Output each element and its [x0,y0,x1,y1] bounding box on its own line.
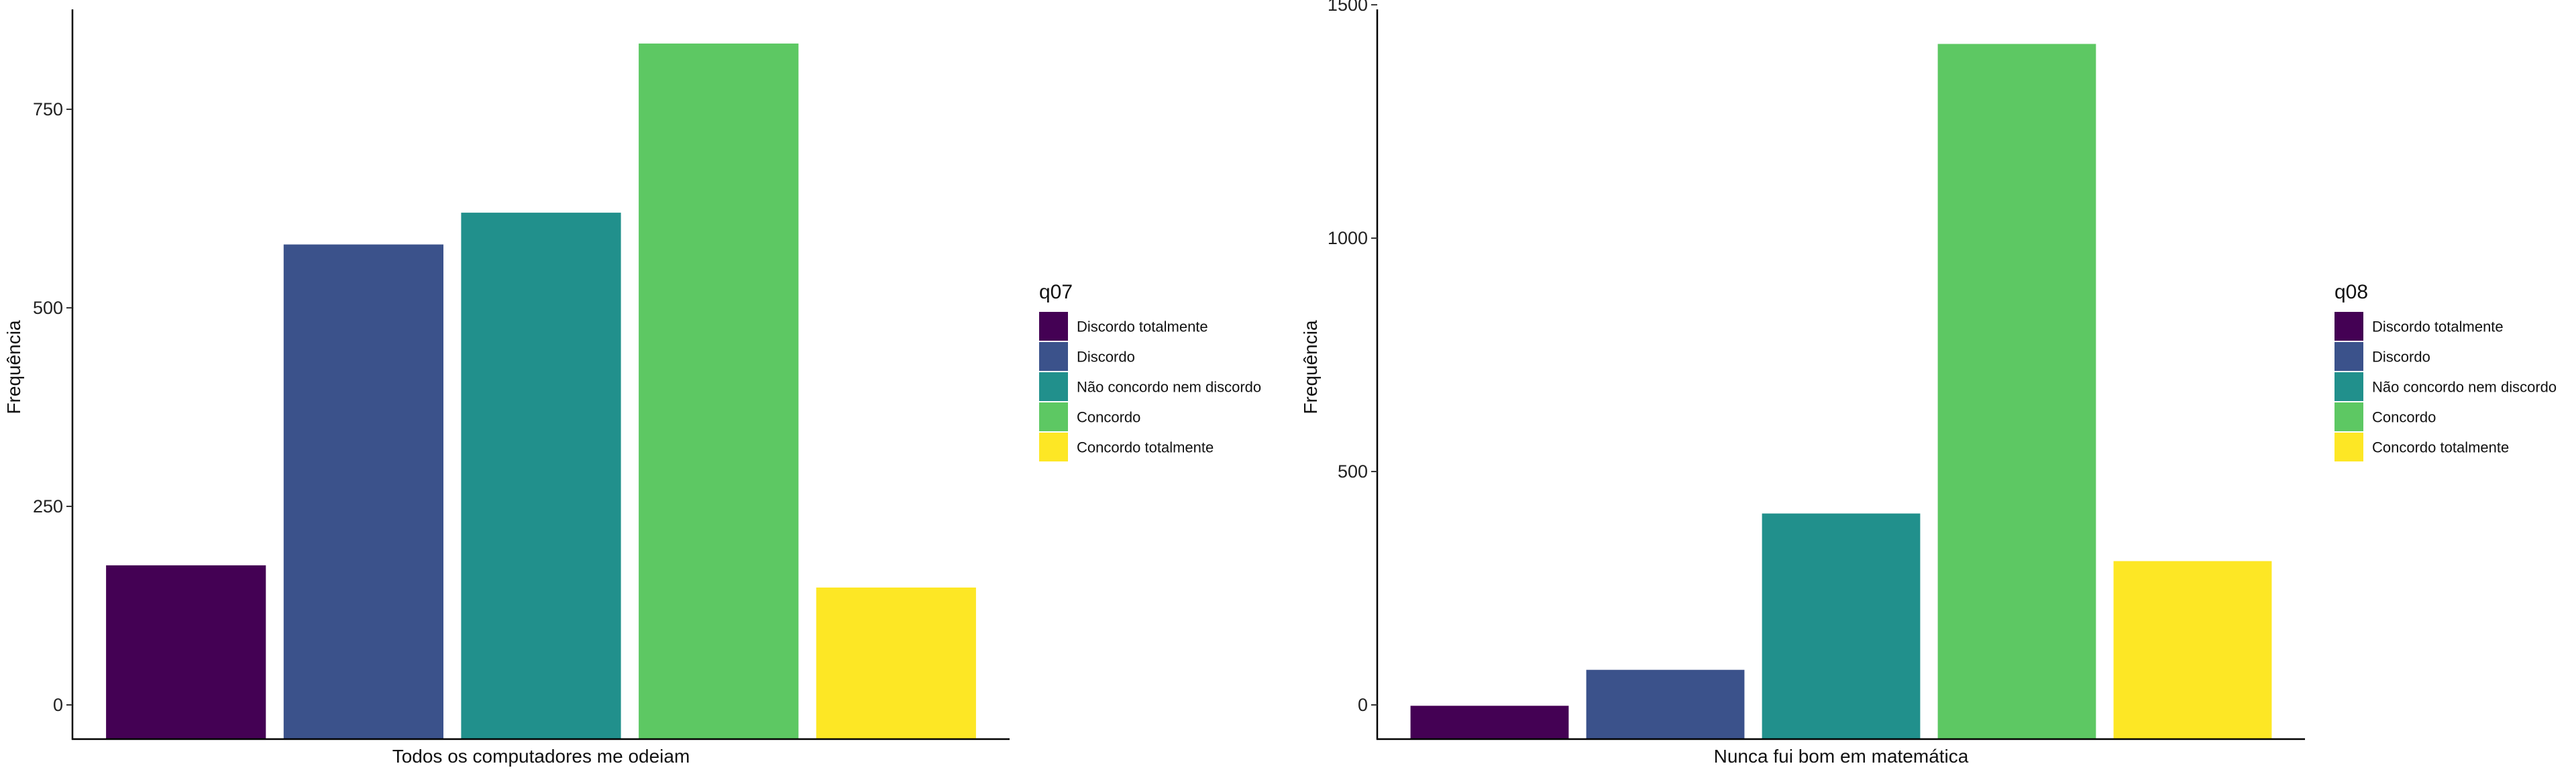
legend-swatch [2334,342,2363,371]
legend-label: Discordo totalmente [1077,319,1208,335]
legend-label: Concordo [1077,409,1140,426]
y-tick-label: 0 [53,695,63,715]
legend-swatch [2334,372,2363,401]
chart-panel-1: 0 250 500 750 Todos os computadores me odeia… [3,9,1261,767]
bar-4 [639,43,799,738]
legend-label: Discordo [1077,349,1135,366]
y-tick-label: 500 [33,298,63,318]
y-tick-label: 0 [1358,695,1368,715]
legend-label: Discordo [2372,349,2430,366]
y-tick-label: 250 [33,496,63,516]
legend-label: Concordo [2372,409,2436,426]
y-axis-title: Frequência [3,320,24,414]
bar-3 [461,213,621,739]
y-axis-title: Frequência [1300,320,1321,414]
chart-panel-2: 0 500 1000 1500 Nunca fui bom em matemática F… [1300,0,2557,767]
legend-label: Não concordo nem discordo [1077,379,1261,396]
y-tick-label: 1500 [1328,0,1368,15]
bar-5 [816,588,976,738]
legend-title: q08 [2334,281,2368,303]
bar-1 [106,565,266,738]
legend-swatch [1039,342,1068,371]
legend-swatch [1039,312,1068,341]
x-axis-title: Todos os computadores me odeiam [392,746,690,767]
bar-4 [1937,44,2096,738]
bar-2 [283,244,443,738]
bar-5 [2113,561,2272,738]
bar-1 [1410,706,1569,738]
legend-title: q07 [1039,281,1073,303]
legend-swatch [1039,402,1068,431]
legend-swatch [1039,372,1068,401]
legend-swatch [2334,402,2363,431]
legend-label: Concordo totalmente [2372,439,2509,456]
y-tick-label: 750 [33,99,63,119]
legend-swatch [2334,312,2363,341]
bar-2 [1586,669,1745,738]
legend-swatch [2334,433,2363,461]
legend-label: Concordo totalmente [1077,439,1214,456]
legend-label: Discordo totalmente [2372,319,2504,335]
y-tick-label: 500 [1338,461,1368,482]
legend-swatch [1039,433,1068,461]
legend-label: Não concordo nem discordo [2372,379,2557,396]
y-tick-label: 1000 [1328,228,1368,248]
x-axis-title: Nunca fui bom em matemática [1714,746,1969,767]
bar-3 [1762,513,1921,738]
